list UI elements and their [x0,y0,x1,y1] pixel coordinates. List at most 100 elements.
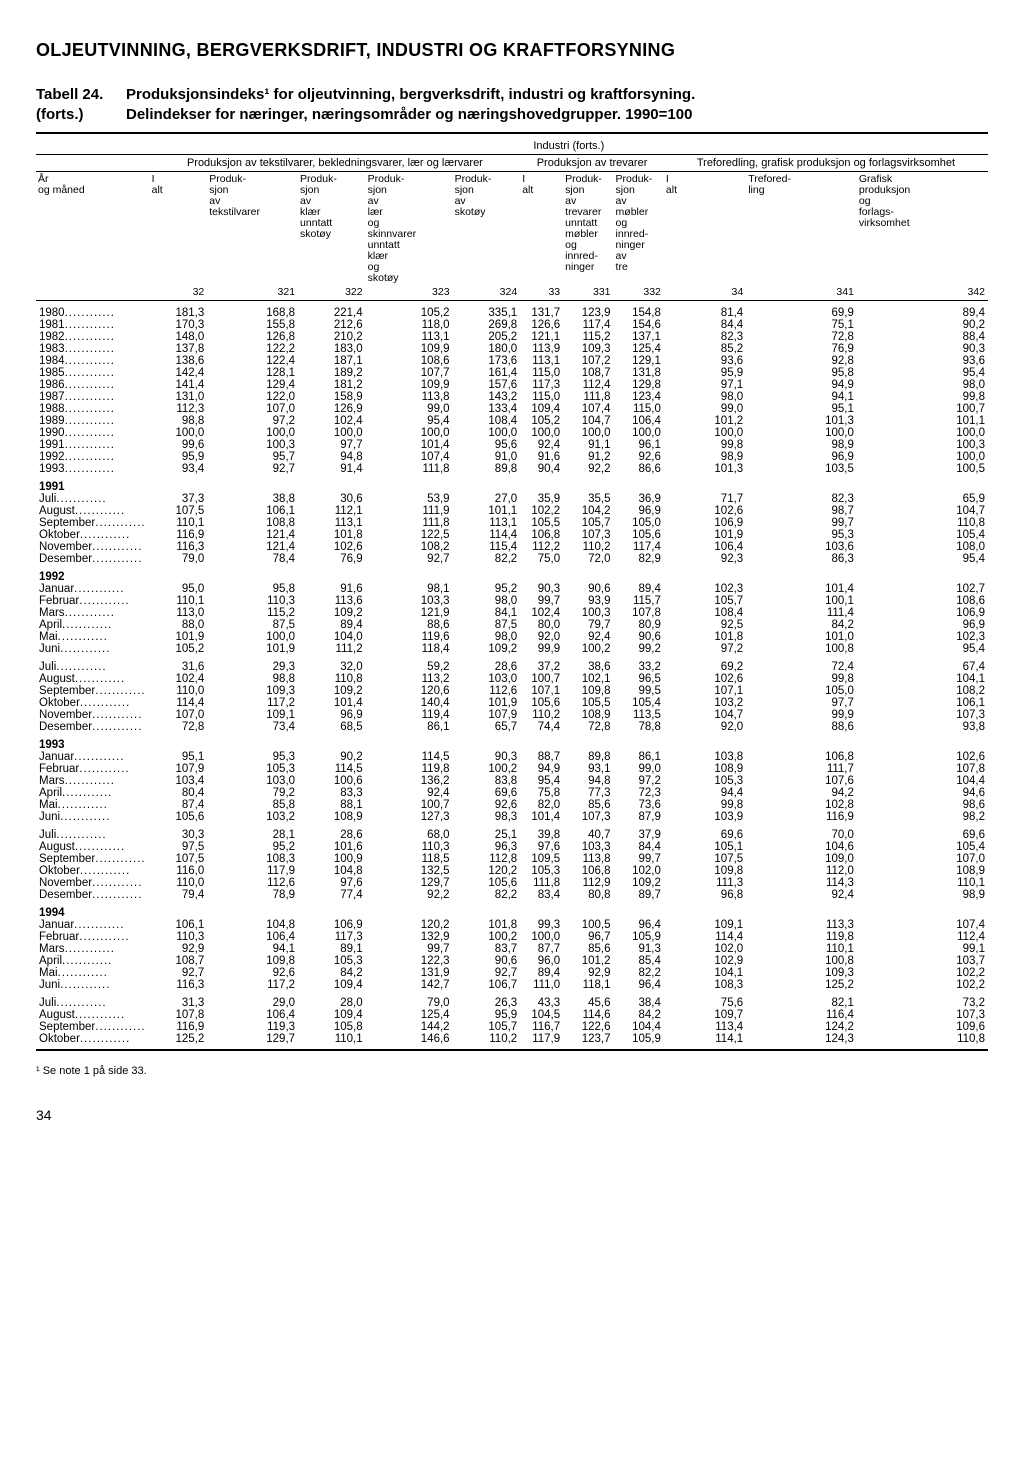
data-cell: 103,0 [207,775,298,787]
data-cell: 97,7 [746,697,857,709]
data-cell: 92,6 [207,967,298,979]
bottom-rule [36,1049,988,1051]
data-cell: 100,7 [857,403,988,415]
data-cell: 83,3 [298,787,366,799]
data-cell: 187,1 [298,355,366,367]
data-cell: 107,3 [563,811,613,823]
data-cell: 92,4 [366,787,453,799]
data-cell: 101,2 [664,415,746,427]
row-label: Mai [36,631,150,643]
data-cell: 105,9 [614,931,664,943]
data-cell: 98,3 [453,811,521,823]
data-cell: 100,3 [563,607,613,619]
data-cell: 99,3 [520,919,563,931]
data-cell: 100,0 [664,427,746,439]
data-cell: 109,8 [207,955,298,967]
data-cell: 69,2 [664,661,746,673]
data-cell: 108,9 [857,865,988,877]
data-cell: 109,2 [453,643,521,655]
data-cell: 114,4 [664,931,746,943]
data-cell: 93,1 [563,763,613,775]
data-cell: 102,3 [857,631,988,643]
data-cell: 28,6 [298,829,366,841]
data-cell: 99,0 [664,403,746,415]
data-cell: 100,0 [857,451,988,463]
data-cell: 107,7 [366,367,453,379]
data-cell: 105,3 [207,763,298,775]
data-cell: 93,6 [664,355,746,367]
data-cell: 101,4 [746,583,857,595]
data-cell: 119,6 [366,631,453,643]
row-label: 1991 [36,439,150,451]
data-cell: 96,4 [614,979,664,991]
row-label: 1986 [36,379,150,391]
data-cell: 102,6 [857,751,988,763]
data-cell: 106,8 [563,865,613,877]
data-cell: 101,9 [664,529,746,541]
data-cell: 158,9 [298,391,366,403]
data-cell: 90,6 [614,631,664,643]
data-cell: 102,0 [664,943,746,955]
data-cell: 27,0 [453,493,521,505]
page-title: OLJEUTVINNING, BERGVERKSDRIFT, INDUSTRI … [36,40,988,61]
data-cell: 92,7 [150,967,208,979]
data-cell: 97,2 [207,415,298,427]
data-cell: 95,9 [453,1009,521,1021]
data-cell: 106,7 [453,979,521,991]
data-cell: 100,8 [746,955,857,967]
data-cell: 88,6 [366,619,453,631]
data-cell: 30,3 [150,829,208,841]
data-cell: 101,4 [520,811,563,823]
data-cell: 90,6 [453,955,521,967]
data-cell: 28,1 [207,829,298,841]
data-cell: 93,6 [857,355,988,367]
data-cell: 181,2 [298,379,366,391]
data-cell: 113,0 [150,607,208,619]
data-cell: 98,2 [857,811,988,823]
data-cell: 30,6 [298,493,366,505]
data-cell: 100,0 [366,427,453,439]
data-cell: 117,4 [563,319,613,331]
data-cell: 105,7 [664,595,746,607]
data-cell: 143,2 [453,391,521,403]
data-cell: 138,6 [150,355,208,367]
data-cell: 124,3 [746,1033,857,1045]
data-cell: 127,3 [366,811,453,823]
row-label: September [36,853,150,865]
data-cell: 105,4 [857,841,988,853]
data-cell: 117,2 [207,697,298,709]
data-cell: 89,4 [298,619,366,631]
data-cell: 113,2 [366,673,453,685]
data-cell: 103,8 [664,751,746,763]
data-cell: 124,2 [746,1021,857,1033]
data-cell: 117,2 [207,979,298,991]
data-cell: 121,4 [207,541,298,553]
data-cell: 100,2 [453,763,521,775]
year-group: 1991 [36,475,150,493]
data-cell: 105,6 [453,877,521,889]
data-cell: 82,3 [746,493,857,505]
data-cell: 123,7 [563,1033,613,1045]
data-cell: 119,8 [746,931,857,943]
data-cell: 137,1 [614,331,664,343]
data-cell: 108,3 [207,853,298,865]
data-cell: 83,4 [520,889,563,901]
data-cell: 161,4 [453,367,521,379]
data-cell: 111,7 [746,763,857,775]
data-cell: 115,0 [520,367,563,379]
data-cell: 75,1 [746,319,857,331]
data-cell: 109,1 [207,709,298,721]
data-cell: 107,9 [453,709,521,721]
data-cell: 102,7 [857,583,988,595]
data-cell: 108,9 [563,709,613,721]
data-cell: 88,6 [746,721,857,733]
data-cell: 101,9 [207,643,298,655]
data-cell: 37,9 [614,829,664,841]
super-header: Industri (forts.) [150,138,988,155]
data-cell: 103,3 [563,841,613,853]
data-cell: 102,4 [298,415,366,427]
row-label: Februar [36,763,150,775]
data-cell: 113,3 [746,919,857,931]
data-cell: 98,9 [664,451,746,463]
data-cell: 119,8 [366,763,453,775]
